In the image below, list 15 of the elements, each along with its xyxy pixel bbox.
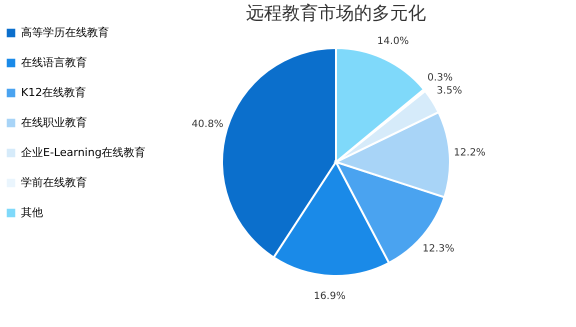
data-label: 12.3% — [422, 243, 454, 254]
legend-label: 在线语言教育 — [21, 56, 87, 69]
legend-label: 在线职业教育 — [21, 116, 87, 129]
legend-label: 其他 — [21, 206, 43, 219]
legend-label: 高等学历在线教育 — [21, 26, 109, 39]
data-label: 12.2% — [454, 148, 486, 159]
data-label: 40.8% — [192, 118, 224, 130]
legend-label: 企业E-Learning在线教育 — [21, 146, 146, 159]
data-label: 14.0% — [377, 36, 409, 47]
data-label: 0.3% — [427, 72, 453, 84]
data-label: 3.5% — [436, 86, 462, 97]
legend-label: 学前在线教育 — [21, 176, 87, 189]
data-label: 16.9% — [314, 290, 346, 302]
legend-label: K12在线教育 — [21, 86, 86, 99]
chart-title: 远程教育市场的多元化 — [246, 3, 426, 24]
